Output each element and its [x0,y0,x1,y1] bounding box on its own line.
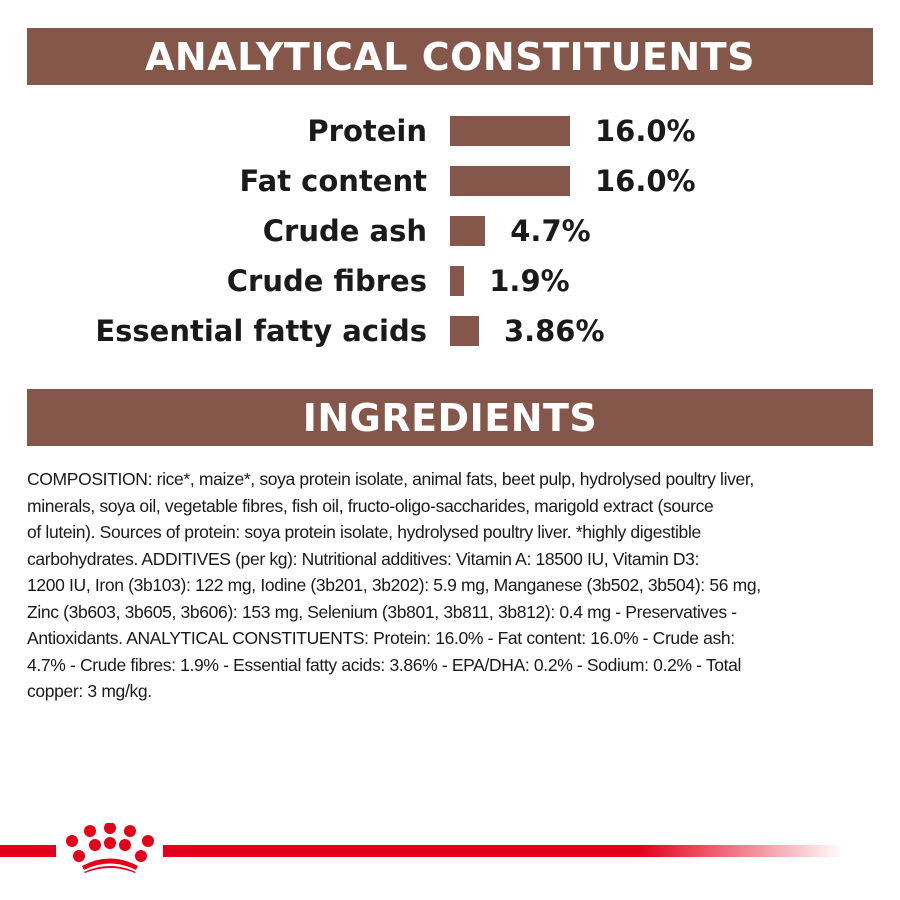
constituent-label: Fat content [239,164,427,198]
ingredients-line: 4.7% - Crude fibres: 1.9% - Essential fa… [27,654,742,675]
constituent-bar [450,216,486,246]
royal-canin-crown-icon [66,823,154,873]
ingredients-text: COMPOSITION: rice*, maize*, soya protein… [27,466,887,705]
ingredients-line: COMPOSITION: rice*, maize*, soya protein… [27,469,754,489]
constituent-label: Crude fibres [226,264,427,298]
constituent-bar [450,316,479,346]
constituent-value: 16.0% [595,164,696,198]
constituent-bar [450,166,570,196]
section-title: INGREDIENTS [302,395,598,440]
section-title: ANALYTICAL CONSTITUENTS [145,34,755,79]
footer-red-line-left [0,845,56,857]
constituent-row: Essential fatty acids 3.86% [0,311,900,351]
constituent-row: Fat content 16.0% [0,161,900,201]
constituent-row: Protein 16.0% [0,111,900,151]
constituent-label: Crude ash [262,214,427,248]
ingredients-line: Antioxidants. ANALYTICAL CONSTITUENTS: P… [27,628,735,648]
ingredients-line: copper: 3 mg/kg. [27,681,152,701]
constituent-bar [450,266,465,296]
constituent-row: Crude fibres 1.9% [0,261,900,301]
ingredients-header: INGREDIENTS [27,389,873,446]
ingredients-line: of lutein). Sources of protein: soya pro… [27,522,701,542]
ingredients-line: 1200 IU, Iron (3b103): 122 mg, Iodine (3… [27,575,761,595]
ingredients-line: minerals, soya oil, vegetable fibres, fi… [27,495,714,516]
constituent-label: Essential fatty acids [95,314,427,348]
ingredients-line: carbohydrates. ADDITIVES (per kg): Nutri… [27,548,700,569]
constituent-label: Protein [307,114,427,148]
constituent-value: 4.7% [510,214,591,248]
constituent-row: Crude ash 4.7% [0,211,900,251]
constituent-value: 3.86% [503,314,605,348]
ingredients-line: Zinc (3b603, 3b605, 3b606): 153 mg, Sele… [27,601,737,622]
constituent-bar [450,116,570,146]
constituent-value: 16.0% [595,114,696,148]
constituent-value: 1.9% [489,264,570,298]
analytical-constituents-header: ANALYTICAL CONSTITUENTS [27,28,873,85]
footer-red-line-right [163,845,843,857]
